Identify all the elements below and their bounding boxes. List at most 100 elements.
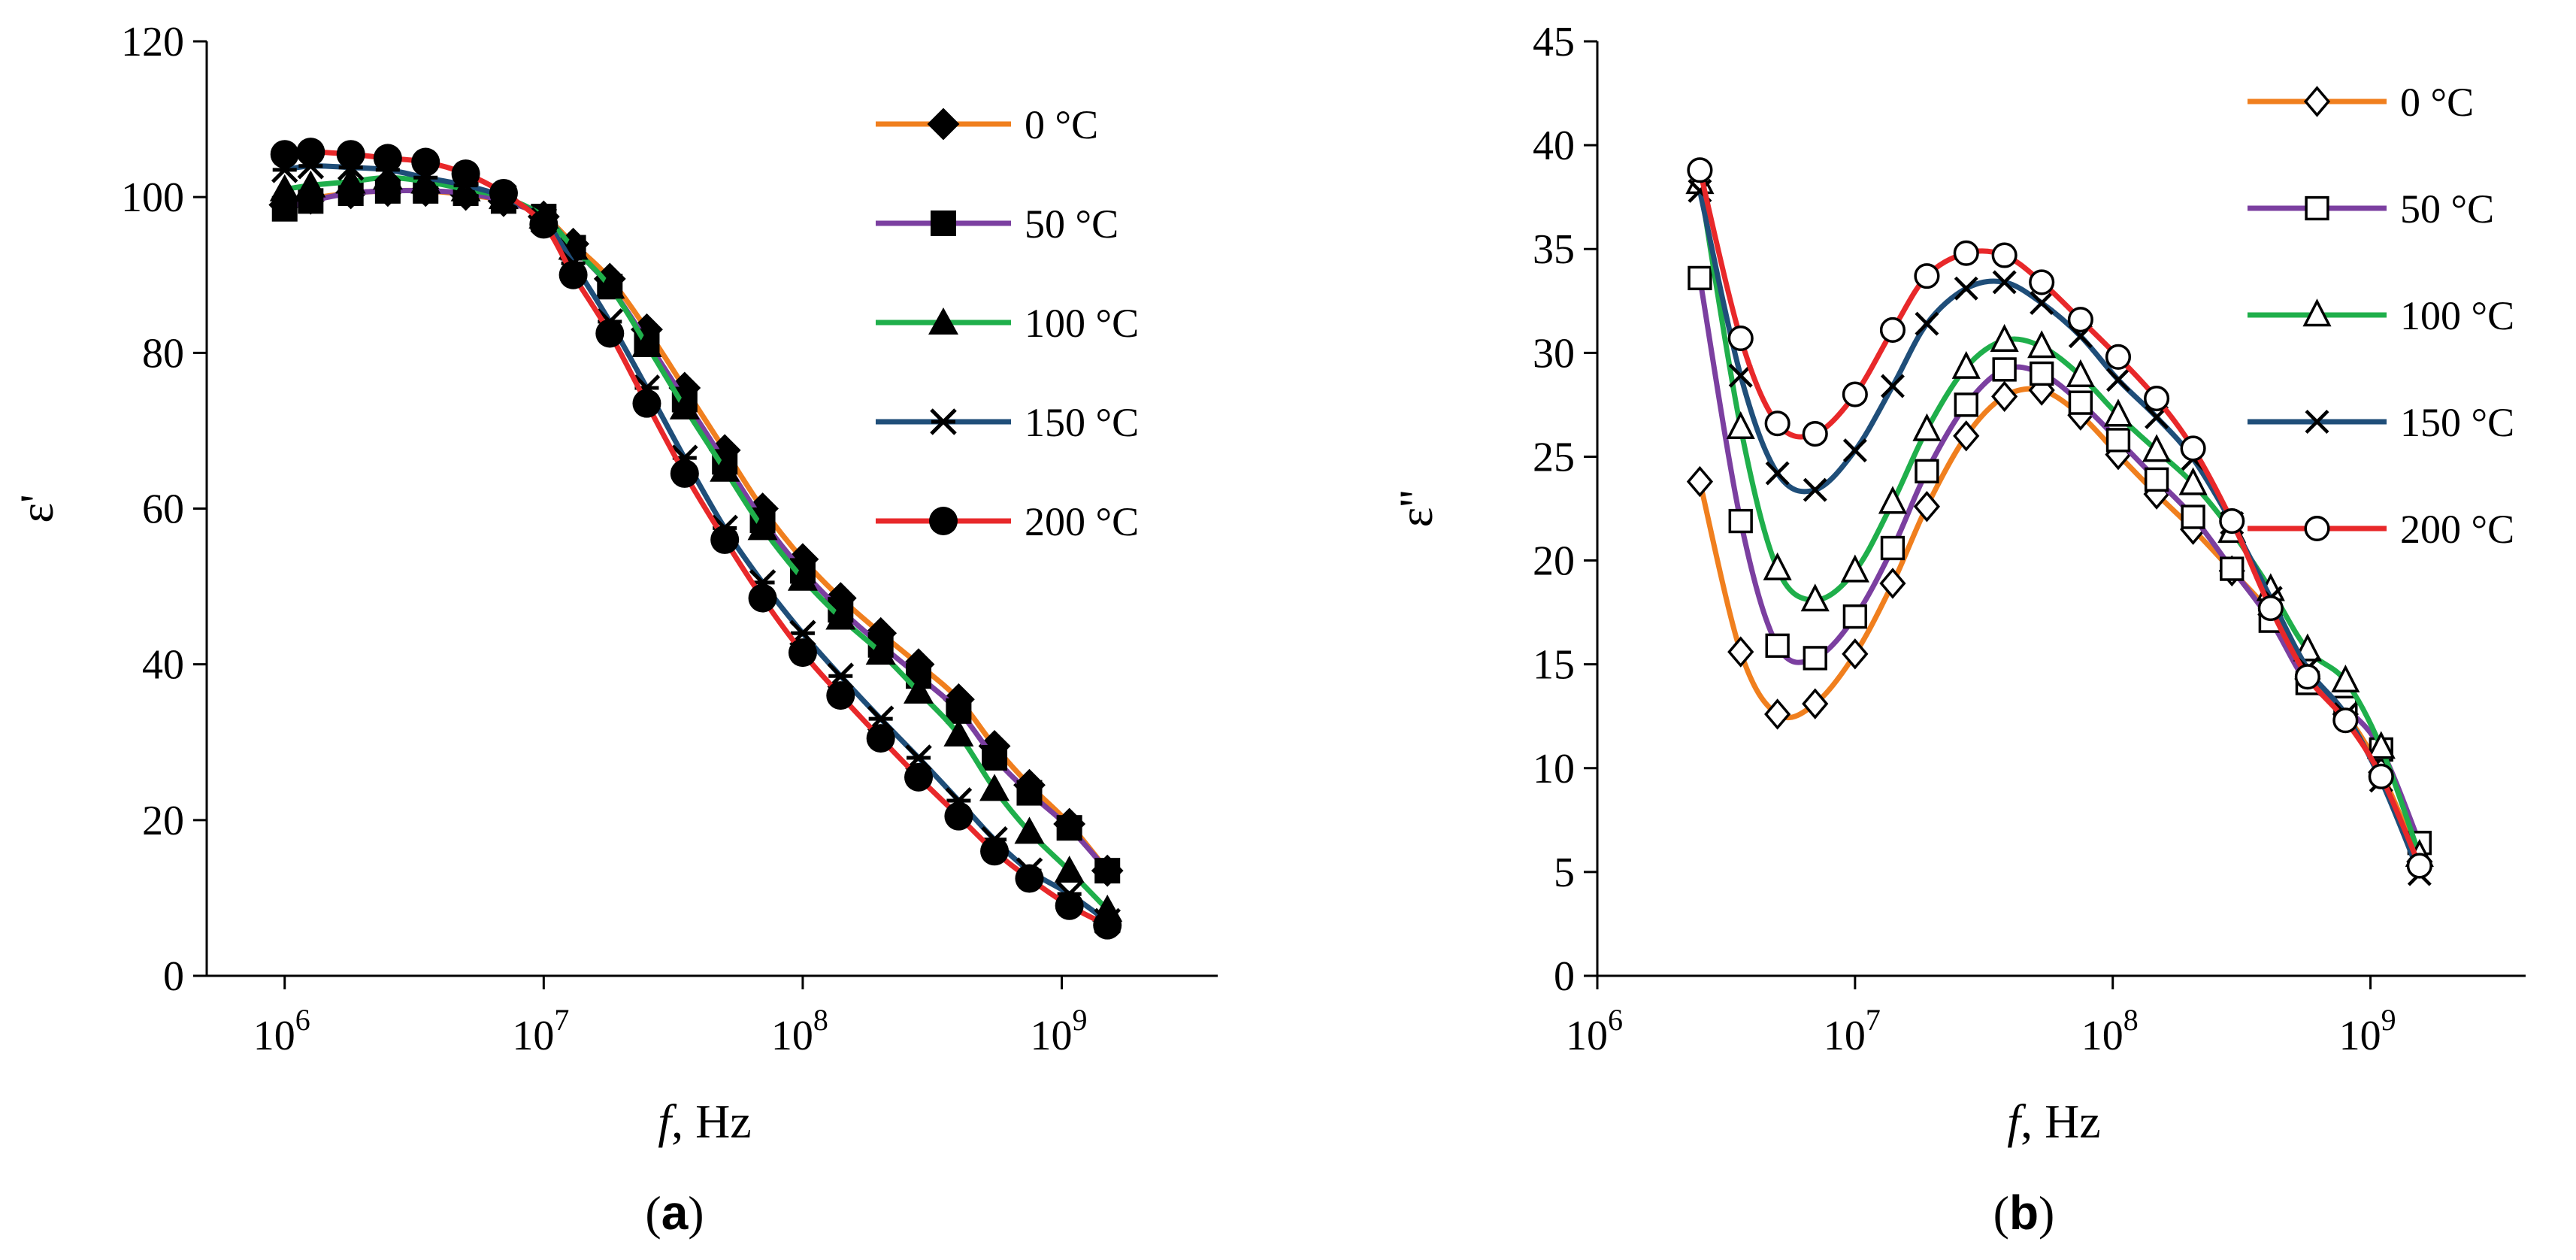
data-point (1802, 421, 1828, 447)
data-point (979, 774, 1010, 801)
data-point (1728, 508, 1753, 534)
y-tick-label: 40 (142, 642, 184, 689)
data-point (1840, 554, 1869, 583)
legend-item: 150 °C (876, 400, 1139, 445)
data-point (411, 147, 440, 177)
data-point (2067, 307, 2093, 333)
data-point (451, 159, 480, 189)
data-point (2105, 368, 2130, 392)
legend-item: 200 °C (876, 499, 1139, 544)
data-point (2068, 390, 2093, 415)
data-point (1992, 357, 2017, 382)
data-point (1763, 552, 1792, 580)
x-tick-label: 107 (1824, 1003, 1881, 1059)
x-axis-title: f, Hz (658, 1095, 751, 1148)
legend-label: 0 °C (2400, 80, 2474, 125)
data-point (787, 563, 818, 591)
data-point (1094, 858, 1121, 884)
data-point (489, 178, 518, 207)
legend-label: 0 °C (1025, 102, 1098, 147)
legend-label: 200 °C (1025, 499, 1139, 544)
data-point (1992, 270, 2017, 295)
legend-item: 100 °C (876, 301, 1139, 346)
x-tick-base: 10 (2081, 1013, 2123, 1059)
data-point (1802, 688, 1829, 719)
data-point (1880, 374, 1905, 398)
caption-open: ( (645, 1186, 661, 1240)
y-tick-label: 15 (1533, 642, 1575, 689)
legend-label: 50 °C (1025, 201, 1118, 247)
x-tick-base: 10 (1031, 1013, 1073, 1059)
data-point (1912, 413, 1942, 441)
data-point (1991, 380, 2018, 413)
data-point (748, 583, 777, 613)
y-tick-label: 40 (1533, 123, 1575, 169)
series-200c (1687, 157, 2432, 879)
data-point (2144, 467, 2169, 492)
legend-label: 100 °C (2400, 293, 2514, 338)
data-point (2178, 467, 2208, 495)
legend-marker (2304, 515, 2330, 542)
legend-marker (2302, 298, 2332, 327)
y-tick-label: 5 (1554, 850, 1575, 896)
caption-close: ) (2039, 1186, 2054, 1240)
x-tick-label: 107 (512, 1003, 569, 1059)
series-line (284, 163, 1109, 924)
data-point (1054, 856, 1085, 883)
data-point (982, 744, 1008, 771)
data-point (904, 762, 934, 792)
legend-item: 0 °C (2248, 80, 2474, 125)
data-point (1803, 477, 1827, 502)
legend-marker (2305, 410, 2329, 434)
x-axis-title-unit: , Hz (671, 1095, 752, 1148)
caption-open: ( (1993, 1186, 2009, 1240)
x-tick-exponent: 9 (2381, 1003, 2396, 1037)
legend-item: 100 °C (2248, 293, 2514, 338)
data-point (1951, 350, 1981, 379)
x-tick-exponent: 8 (813, 1003, 828, 1037)
data-point (1878, 486, 1908, 514)
series-line (284, 149, 1109, 928)
data-point (1727, 325, 1754, 352)
data-point (2030, 291, 2054, 316)
x-tick-label: 108 (771, 1003, 828, 1059)
data-point (944, 801, 973, 831)
data-point (1055, 891, 1084, 920)
data-point (269, 174, 300, 201)
y-tick-label: 10 (1533, 746, 1575, 792)
x-tick-base: 10 (2339, 1013, 2381, 1059)
data-point (2181, 504, 2205, 529)
data-point (2105, 428, 2131, 453)
x-tick-base: 10 (512, 1013, 554, 1059)
data-point (1764, 410, 1790, 437)
series-200c (270, 138, 1122, 940)
y-axis-title: ε' (10, 494, 63, 522)
data-point (2406, 853, 2432, 879)
y-tick-label: 25 (1533, 434, 1575, 480)
legend-item: 200 °C (2248, 507, 2514, 552)
data-point (943, 719, 974, 747)
y-tick-label: 30 (1533, 330, 1575, 377)
data-point (866, 724, 895, 753)
y-axis-title: ε'' (1389, 490, 1442, 528)
data-point (1687, 157, 1713, 183)
y-tick-label: 20 (142, 798, 184, 844)
data-point (270, 140, 299, 169)
legend-item: 50 °C (2248, 186, 2494, 232)
data-point (2105, 344, 2132, 370)
legend-marker (927, 108, 960, 141)
y-tick-label: 0 (1554, 953, 1575, 1000)
series-line (1697, 277, 2423, 844)
legend-marker (930, 408, 957, 435)
data-point (558, 260, 588, 289)
caption-close: ) (688, 1186, 704, 1240)
data-point (788, 638, 817, 668)
data-point (1014, 816, 1045, 844)
legend-marker (2303, 86, 2331, 117)
x-tick-label: 109 (1031, 1003, 1088, 1059)
legend-label: 200 °C (2400, 507, 2514, 552)
data-point (296, 138, 325, 167)
data-point (1688, 265, 1712, 291)
